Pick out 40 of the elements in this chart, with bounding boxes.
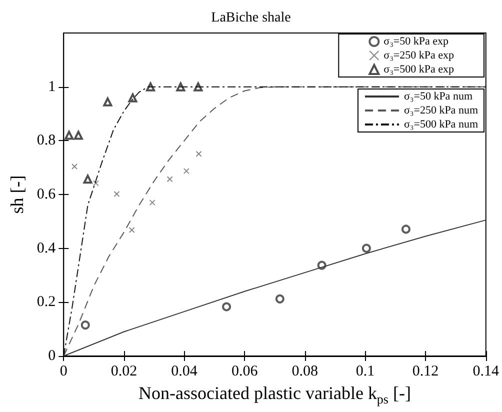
point xyxy=(128,93,138,102)
y-tick-label: 0.8 xyxy=(36,132,56,149)
x-tick-label: 0.06 xyxy=(231,364,258,380)
y-tick-label: 0.2 xyxy=(36,294,56,310)
line-series xyxy=(63,220,486,356)
legend-label: σ₃=250 kPa exp xyxy=(384,50,454,62)
point xyxy=(92,180,99,186)
legend-label: σ₃=250 kPa num xyxy=(404,104,478,116)
y-tick-label: 0.4 xyxy=(36,240,56,256)
legend-label: σ₃=500 kPa exp xyxy=(384,64,454,76)
x-tick-label: 0.1 xyxy=(356,364,375,380)
x-tick-label: 0.02 xyxy=(110,364,138,380)
x-tick-label: 0.08 xyxy=(292,364,318,380)
point xyxy=(196,150,202,157)
point xyxy=(362,244,371,253)
x-tick-label: 0.14 xyxy=(472,364,500,380)
point xyxy=(128,227,135,234)
point xyxy=(149,200,156,206)
point xyxy=(72,164,78,170)
point xyxy=(275,294,284,304)
y-tick-label: 0.6 xyxy=(36,186,56,202)
point xyxy=(74,130,83,140)
y-tick-label: 1 xyxy=(48,78,56,95)
point xyxy=(166,176,173,182)
point xyxy=(114,190,120,197)
point xyxy=(103,97,112,106)
legend-label: σ₃=50 kPa num xyxy=(404,90,473,102)
legend-label: σ₃=50 kPa exp xyxy=(384,36,449,48)
x-tick-label: 0.04 xyxy=(171,364,198,380)
legend-label: σ₃=500 kPa num xyxy=(404,118,478,130)
point xyxy=(401,224,410,234)
x-tick-label: 0.12 xyxy=(412,364,439,380)
point xyxy=(80,320,90,330)
x-tick-label: 0 xyxy=(60,364,68,380)
line-series xyxy=(63,86,486,356)
y-tick-label: 0 xyxy=(48,348,56,364)
chart-title: LaBiche shale xyxy=(211,10,291,26)
point xyxy=(222,302,232,312)
point xyxy=(183,168,190,174)
y-axis-title: sh [-] xyxy=(7,175,27,214)
